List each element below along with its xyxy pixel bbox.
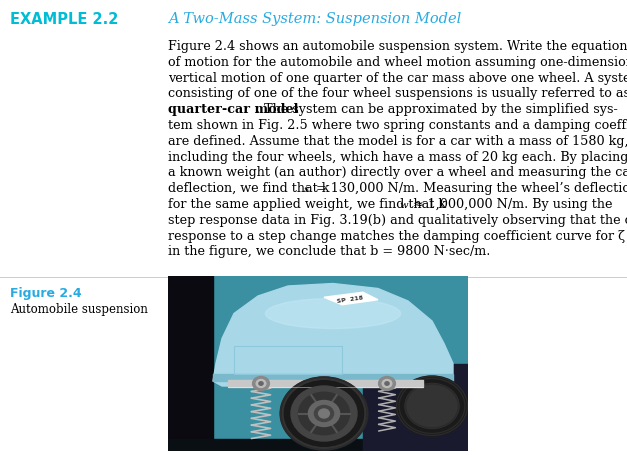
- Text: SP  218: SP 218: [336, 294, 363, 303]
- Circle shape: [253, 377, 270, 391]
- Circle shape: [291, 386, 357, 441]
- Circle shape: [396, 376, 468, 436]
- Text: Figure 2.4 shows an automobile suspension system. Write the equations: Figure 2.4 shows an automobile suspensio…: [168, 40, 627, 53]
- Text: Automobile suspension: Automobile suspension: [10, 302, 148, 315]
- Polygon shape: [213, 284, 453, 386]
- Polygon shape: [168, 439, 468, 451]
- Text: A Two-Mass System: Suspension Model: A Two-Mass System: Suspension Model: [168, 12, 461, 26]
- Text: quarter-car model: quarter-car model: [168, 103, 298, 116]
- Text: vertical motion of one quarter of the car mass above one wheel. A system: vertical motion of one quarter of the ca…: [168, 71, 627, 85]
- Text: tem shown in Fig. 2.5 where two spring constants and a damping coefficient: tem shown in Fig. 2.5 where two spring c…: [168, 119, 627, 131]
- Text: w: w: [399, 201, 408, 210]
- Polygon shape: [228, 380, 423, 387]
- Text: . The system can be approximated by the simplified sys-: . The system can be approximated by the …: [256, 103, 618, 116]
- Circle shape: [379, 377, 396, 391]
- Circle shape: [319, 409, 329, 418]
- Text: deflection, we find that k: deflection, we find that k: [168, 182, 330, 195]
- Polygon shape: [168, 276, 468, 451]
- Text: response to a step change matches the damping coefficient curve for ζ = 0.7: response to a step change matches the da…: [168, 229, 627, 242]
- Text: for the same applied weight, we find that k: for the same applied weight, we find tha…: [168, 197, 446, 211]
- Text: = 130,000 N/m. Measuring the wheel’s deflection: = 130,000 N/m. Measuring the wheel’s def…: [312, 182, 627, 195]
- Text: including the four wheels, which have a mass of 20 kg each. By placing: including the four wheels, which have a …: [168, 150, 627, 163]
- Circle shape: [382, 379, 392, 388]
- Circle shape: [385, 382, 389, 385]
- Circle shape: [405, 384, 459, 429]
- Text: are defined. Assume that the model is for a car with a mass of 1580 kg,: are defined. Assume that the model is fo…: [168, 135, 627, 147]
- Circle shape: [256, 379, 266, 388]
- Circle shape: [314, 405, 334, 422]
- Text: ≈ 1,000,000 N/m. By using the: ≈ 1,000,000 N/m. By using the: [409, 197, 613, 211]
- Circle shape: [259, 382, 263, 385]
- Text: a known weight (an author) directly over a wheel and measuring the car’s: a known weight (an author) directly over…: [168, 166, 627, 179]
- Text: s: s: [304, 185, 309, 194]
- Polygon shape: [324, 293, 378, 305]
- Polygon shape: [363, 364, 468, 451]
- Polygon shape: [168, 276, 213, 451]
- Text: of motion for the automobile and wheel motion assuming one-dimensional: of motion for the automobile and wheel m…: [168, 56, 627, 69]
- Text: in the figure, we conclude that b = 9800 N·sec/m.: in the figure, we conclude that b = 9800…: [168, 245, 490, 258]
- Circle shape: [280, 377, 367, 450]
- Text: Figure 2.4: Figure 2.4: [10, 286, 82, 299]
- Circle shape: [298, 392, 349, 435]
- Text: step response data in Fig. 3.19(b) and qualitatively observing that the car’s: step response data in Fig. 3.19(b) and q…: [168, 213, 627, 226]
- Circle shape: [308, 400, 340, 427]
- Ellipse shape: [265, 299, 401, 329]
- Text: EXAMPLE 2.2: EXAMPLE 2.2: [10, 12, 119, 27]
- Polygon shape: [213, 374, 453, 381]
- Text: consisting of one of the four wheel suspensions is usually referred to as a: consisting of one of the four wheel susp…: [168, 87, 627, 100]
